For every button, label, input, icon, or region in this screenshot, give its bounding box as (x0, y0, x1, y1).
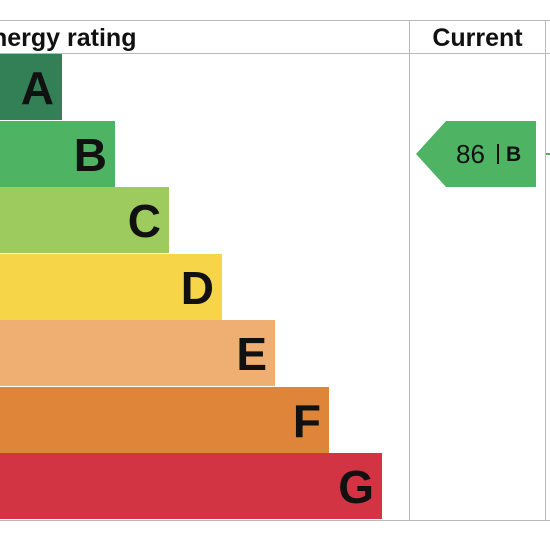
column-divider-left (409, 20, 410, 521)
rating-column-header: nergy rating (0, 24, 137, 52)
header-divider (0, 53, 550, 54)
band-a-label: A (20, 62, 54, 114)
bottom-border (0, 520, 550, 521)
band-g: G (0, 453, 382, 520)
current-rating-value: 86 (456, 139, 485, 169)
column-divider-right (545, 20, 546, 521)
band-c-label: C (127, 195, 161, 248)
band-d: D (0, 253, 222, 320)
band-c: C (0, 187, 169, 254)
band-f-label: F (292, 394, 321, 447)
top-border (0, 20, 550, 21)
band-e-label: E (236, 328, 267, 381)
band-f: F (0, 386, 329, 453)
current-rating-arrow: 86 B (416, 121, 536, 187)
potential-arrow-tip (546, 153, 550, 155)
band-b: B (0, 120, 115, 187)
band-a: A (0, 54, 62, 120)
current-rating-band: B (506, 143, 522, 166)
band-d-label: D (180, 261, 214, 314)
current-rating-separator (497, 144, 499, 164)
band-g-label: G (338, 461, 374, 514)
band-e: E (0, 320, 275, 387)
band-b-label: B (73, 128, 107, 181)
current-column-header: Current (432, 24, 523, 52)
